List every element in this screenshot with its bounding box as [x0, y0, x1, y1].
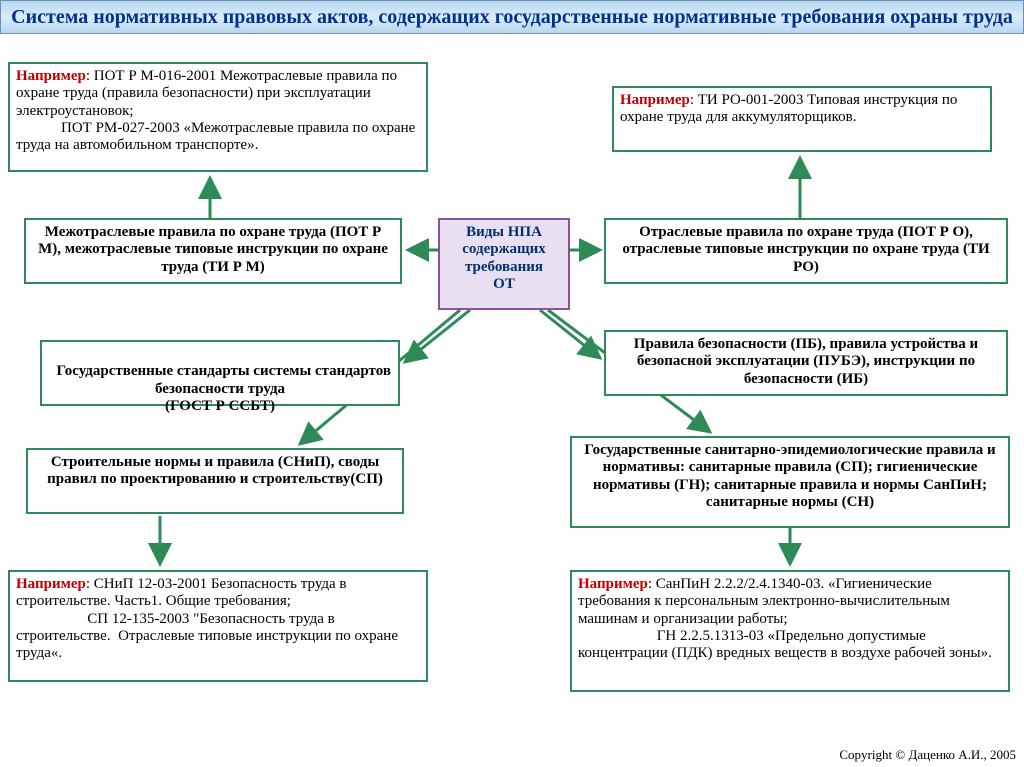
right-cat-3: Государственные санитарно-эпидемиологиче…	[570, 436, 1010, 528]
center-node: Виды НПА содержащих требования ОТ	[438, 218, 570, 310]
center-l3: требования	[446, 259, 562, 276]
left-cat-1: Межотраслевые правила по охране труда (П…	[24, 218, 402, 284]
text: Строительные нормы и правила (СНиП), сво…	[47, 454, 383, 487]
ex-label: Например	[16, 68, 86, 84]
center-l4: ОТ	[446, 276, 562, 293]
text: Межотраслевые правила по охране труда (П…	[38, 224, 388, 275]
text: Правила безопасности (ПБ), правила устро…	[634, 336, 978, 387]
right-cat-2: Правила безопасности (ПБ), правила устро…	[604, 330, 1008, 396]
ex-label: Например	[16, 576, 86, 592]
center-l1: Виды НПА	[446, 224, 562, 241]
text: Отраслевые правила по охране труда (ПОТ …	[622, 224, 989, 275]
example-right-bottom: Например: СанПиН 2.2.2/2.4.1340-03. «Гиг…	[570, 570, 1010, 692]
left-cat-3: Строительные нормы и правила (СНиП), сво…	[26, 448, 404, 514]
copyright: Copyright © Даценко А.И., 2005	[839, 747, 1016, 763]
example-left-top: Например: ПОТ Р М-016-2001 Межотраслевые…	[8, 62, 428, 172]
center-l2: содержащих	[446, 241, 562, 258]
text: Государственные санитарно-эпидемиологиче…	[584, 442, 995, 510]
example-left-bottom: Например: СНиП 12-03-2001 Безопасность т…	[8, 570, 428, 682]
ex-label: Например	[578, 576, 648, 592]
text: Государственные стандарты системы станда…	[57, 363, 395, 414]
left-cat-2: Государственные стандарты системы станда…	[40, 340, 400, 406]
example-right-top: Например: ТИ РО-001-2003 Типовая инструк…	[612, 86, 992, 152]
ex-label: Например	[620, 92, 690, 108]
diagram-title: Система нормативных правовых актов, соде…	[0, 0, 1024, 34]
right-cat-1: Отраслевые правила по охране труда (ПОТ …	[604, 218, 1008, 284]
